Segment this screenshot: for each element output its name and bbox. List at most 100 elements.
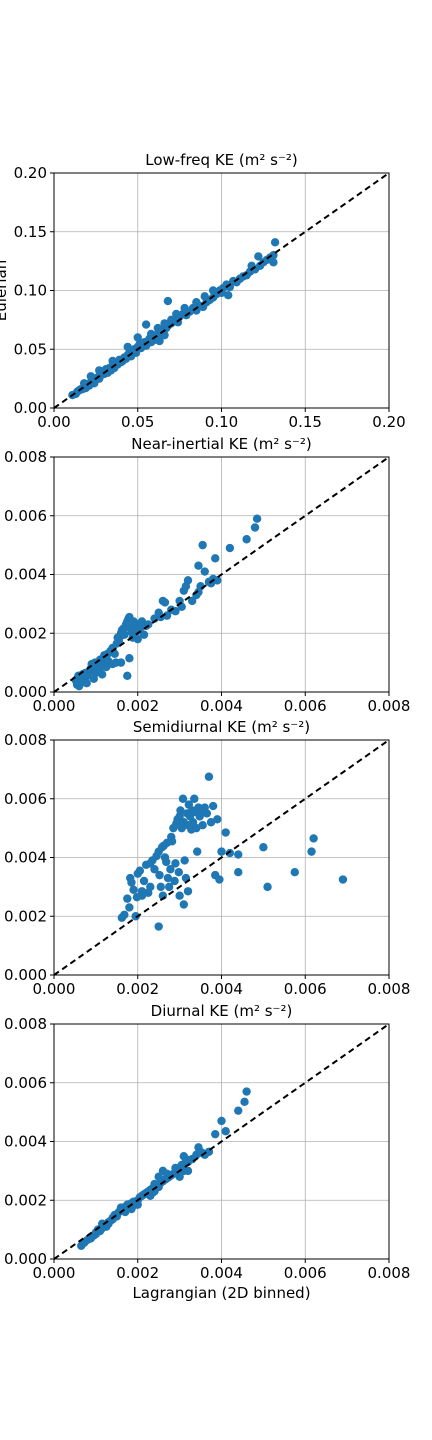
x-tick-label: 0.000 bbox=[33, 1264, 76, 1282]
data-point bbox=[89, 674, 98, 683]
data-point bbox=[309, 834, 318, 843]
data-point bbox=[198, 540, 207, 550]
data-point bbox=[82, 678, 91, 688]
data-point bbox=[163, 873, 173, 883]
data-point bbox=[179, 900, 189, 909]
x-tick-label: 0.008 bbox=[368, 697, 411, 715]
data-point bbox=[192, 298, 201, 307]
data-point bbox=[213, 815, 222, 824]
scatter-series bbox=[71, 514, 262, 691]
y-tick-label: 0.006 bbox=[4, 507, 47, 525]
data-point bbox=[200, 292, 209, 301]
data-point bbox=[211, 1129, 220, 1139]
x-tick-label: 0.004 bbox=[200, 980, 243, 998]
data-point bbox=[192, 823, 201, 833]
data-point bbox=[108, 356, 117, 366]
data-point bbox=[250, 523, 260, 532]
data-point bbox=[154, 1172, 163, 1181]
x-tick-label: 0.004 bbox=[200, 697, 243, 715]
data-point bbox=[178, 794, 188, 803]
data-point bbox=[202, 809, 212, 818]
x-tick-label: 0.002 bbox=[116, 1264, 159, 1282]
x-tick-label: 0.05 bbox=[121, 413, 154, 431]
one-to-one-line bbox=[53, 456, 390, 693]
y-tick-label: 0.000 bbox=[4, 1250, 47, 1268]
y-tick-label: 0.006 bbox=[4, 1074, 47, 1092]
data-point bbox=[179, 1151, 189, 1161]
subplot-1: 0.00 0.05 0.10 0.15 0.20 0.00 0.05 0.10 0.15 0.20… bbox=[0, 151, 406, 431]
y-tick-label: 0.10 bbox=[14, 282, 47, 300]
data-point bbox=[234, 867, 243, 877]
data-point bbox=[213, 576, 222, 585]
one-to-one-line bbox=[53, 1023, 390, 1260]
data-point bbox=[242, 535, 251, 544]
data-point bbox=[123, 342, 132, 352]
data-point bbox=[162, 1169, 172, 1179]
data-point bbox=[102, 662, 111, 672]
data-point bbox=[338, 875, 348, 884]
data-point bbox=[215, 875, 224, 884]
data-point bbox=[123, 1201, 132, 1211]
data-point bbox=[155, 336, 164, 346]
data-point bbox=[211, 554, 220, 563]
y-tick-label: 0.004 bbox=[4, 566, 47, 584]
data-point bbox=[91, 1229, 101, 1239]
data-point bbox=[206, 818, 216, 827]
data-point bbox=[307, 847, 316, 856]
data-point bbox=[204, 772, 214, 781]
data-point bbox=[127, 878, 136, 887]
data-point bbox=[137, 891, 147, 900]
y-tick-label: 0.004 bbox=[4, 849, 47, 867]
data-point bbox=[225, 543, 235, 553]
data-point bbox=[163, 296, 173, 306]
data-point bbox=[150, 865, 159, 874]
data-point bbox=[133, 634, 142, 644]
data-point bbox=[139, 876, 149, 886]
data-point bbox=[164, 882, 174, 892]
x-tick-label: 0.008 bbox=[368, 1264, 411, 1282]
data-point bbox=[131, 912, 140, 921]
x-tick-label: 0.004 bbox=[200, 1264, 243, 1282]
data-point bbox=[139, 630, 149, 639]
data-point bbox=[217, 847, 226, 856]
data-point bbox=[183, 887, 193, 896]
data-point bbox=[270, 238, 280, 247]
data-point bbox=[97, 670, 107, 679]
data-point bbox=[135, 624, 145, 634]
one-to-one-line bbox=[53, 172, 390, 409]
data-point bbox=[166, 865, 175, 874]
data-point bbox=[160, 598, 170, 607]
data-point bbox=[174, 867, 183, 877]
y-tick-label: 0.008 bbox=[4, 448, 47, 466]
data-point bbox=[125, 654, 134, 663]
data-point bbox=[176, 806, 185, 815]
x-axis-label: Lagrangian (2D binned) bbox=[132, 1284, 310, 1302]
subplot-2: 0.000 0.002 0.004 0.006 0.008 0.000 0.002 0.004… bbox=[4, 435, 410, 715]
data-point bbox=[217, 288, 226, 298]
y-tick-label: 0.000 bbox=[4, 683, 47, 701]
data-point bbox=[259, 843, 268, 852]
subplot-title: Near-inertial KE (m² s⁻²) bbox=[131, 435, 311, 453]
data-point bbox=[125, 903, 134, 912]
data-point bbox=[170, 876, 179, 886]
subplot-title: Diurnal KE (m² s⁻²) bbox=[151, 1002, 293, 1020]
data-point bbox=[190, 794, 199, 803]
x-tick-label: 0.00 bbox=[37, 413, 70, 431]
data-point bbox=[252, 514, 262, 523]
data-point bbox=[146, 882, 155, 892]
data-point bbox=[254, 252, 263, 261]
data-point bbox=[234, 1106, 243, 1115]
data-point bbox=[200, 567, 209, 576]
data-point bbox=[156, 882, 165, 892]
data-point bbox=[180, 303, 189, 313]
data-point bbox=[108, 659, 117, 669]
data-point bbox=[172, 309, 181, 319]
data-point bbox=[86, 372, 96, 381]
y-tick-label: 0.002 bbox=[4, 907, 47, 925]
data-point bbox=[120, 910, 129, 919]
data-point bbox=[133, 1200, 142, 1209]
data-point bbox=[171, 1163, 180, 1173]
data-point bbox=[129, 885, 138, 895]
x-tick-label: 0.002 bbox=[116, 697, 159, 715]
y-axis-label: Eulerian bbox=[0, 260, 10, 321]
